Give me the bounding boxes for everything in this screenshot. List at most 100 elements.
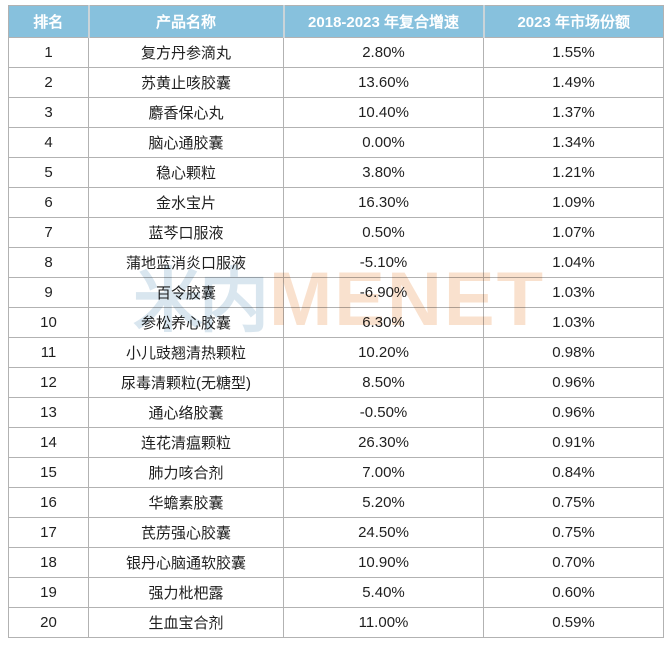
table-row: 12 尿毒清颗粒(无糖型) 8.50% 0.96% <box>8 367 664 398</box>
market-share-cell: 0.70% <box>483 547 664 578</box>
cagr-cell: -5.10% <box>283 247 484 278</box>
table-row: 13 通心络胶囊 -0.50% 0.96% <box>8 397 664 428</box>
cagr-cell: 26.30% <box>283 427 484 458</box>
rank-cell: 15 <box>8 457 89 488</box>
product-name-cell: 麝香保心丸 <box>88 97 284 128</box>
table-body: 1 复方丹参滴丸 2.80% 1.55% 2 苏黄止咳胶囊 13.60% 1.49% 3 麝香保心… <box>8 37 664 638</box>
rank-cell: 2 <box>8 67 89 98</box>
cagr-cell: 24.50% <box>283 517 484 548</box>
market-share-cell: 0.75% <box>483 487 664 518</box>
market-share-column-header: 2023 年市场份额 <box>482 5 664 38</box>
product-name-cell: 芪苈强心胶囊 <box>88 517 284 548</box>
product-name-cell: 连花清瘟颗粒 <box>88 427 284 458</box>
product-rank-table: 排名 产品名称 2018-2023 年复合增速 2023 年市场份额 1 复方丹参滴丸 2… <box>8 5 664 638</box>
cagr-cell: 6.30% <box>283 307 484 338</box>
product-name-cell: 通心络胶囊 <box>88 397 284 428</box>
table-row: 7 蓝芩口服液 0.50% 1.07% <box>8 217 664 248</box>
market-share-cell: 1.03% <box>483 277 664 308</box>
cagr-cell: 7.00% <box>283 457 484 488</box>
table-row: 10 参松养心胶囊 6.30% 1.03% <box>8 307 664 338</box>
market-share-cell: 1.49% <box>483 67 664 98</box>
table-row: 3 麝香保心丸 10.40% 1.37% <box>8 97 664 128</box>
rank-cell: 9 <box>8 277 89 308</box>
product-name-cell: 尿毒清颗粒(无糖型) <box>88 367 284 398</box>
rank-cell: 14 <box>8 427 89 458</box>
product-name-cell: 脑心通胶囊 <box>88 127 284 158</box>
product-name-cell: 银丹心脑通软胶囊 <box>88 547 284 578</box>
market-share-cell: 1.37% <box>483 97 664 128</box>
table-row: 1 复方丹参滴丸 2.80% 1.55% <box>8 37 664 68</box>
rank-cell: 16 <box>8 487 89 518</box>
cagr-cell: -0.50% <box>283 397 484 428</box>
cagr-column-header: 2018-2023 年复合增速 <box>282 5 484 38</box>
rank-cell: 5 <box>8 157 89 188</box>
product-name-cell: 复方丹参滴丸 <box>88 37 284 68</box>
market-share-cell: 1.07% <box>483 217 664 248</box>
product-name-cell: 生血宝合剂 <box>88 607 284 638</box>
rank-cell: 18 <box>8 547 89 578</box>
table-row: 11 小儿豉翘清热颗粒 10.20% 0.98% <box>8 337 664 368</box>
market-share-cell: 0.96% <box>483 367 664 398</box>
cagr-cell: 5.40% <box>283 577 484 608</box>
rank-cell: 8 <box>8 247 89 278</box>
rank-column-header: 排名 <box>8 5 89 38</box>
market-share-cell: 1.55% <box>483 37 664 68</box>
table-row: 16 华蟾素胶囊 5.20% 0.75% <box>8 487 664 518</box>
rank-cell: 3 <box>8 97 89 128</box>
rank-cell: 10 <box>8 307 89 338</box>
rank-cell: 13 <box>8 397 89 428</box>
cagr-cell: 11.00% <box>283 607 484 638</box>
product-name-cell: 参松养心胶囊 <box>88 307 284 338</box>
market-share-cell: 1.34% <box>483 127 664 158</box>
cagr-cell: 10.90% <box>283 547 484 578</box>
product-name-cell: 稳心颗粒 <box>88 157 284 188</box>
rank-cell: 1 <box>8 37 89 68</box>
cagr-cell: 8.50% <box>283 367 484 398</box>
rank-cell: 11 <box>8 337 89 368</box>
product-name-cell: 强力枇杷露 <box>88 577 284 608</box>
table-row: 19 强力枇杷露 5.40% 0.60% <box>8 577 664 608</box>
product-name-cell: 金水宝片 <box>88 187 284 218</box>
market-share-cell: 1.09% <box>483 187 664 218</box>
cagr-cell: -6.90% <box>283 277 484 308</box>
cagr-cell: 13.60% <box>283 67 484 98</box>
cagr-cell: 0.50% <box>283 217 484 248</box>
product-name-column-header: 产品名称 <box>87 5 284 38</box>
product-name-cell: 百令胶囊 <box>88 277 284 308</box>
market-share-cell: 0.59% <box>483 607 664 638</box>
table-row: 2 苏黄止咳胶囊 13.60% 1.49% <box>8 67 664 98</box>
table-row: 8 蒲地蓝消炎口服液 -5.10% 1.04% <box>8 247 664 278</box>
table-row: 4 脑心通胶囊 0.00% 1.34% <box>8 127 664 158</box>
table-row: 20 生血宝合剂 11.00% 0.59% <box>8 607 664 638</box>
rank-cell: 6 <box>8 187 89 218</box>
table-row: 14 连花清瘟颗粒 26.30% 0.91% <box>8 427 664 458</box>
table-row: 15 肺力咳合剂 7.00% 0.84% <box>8 457 664 488</box>
table-row: 6 金水宝片 16.30% 1.09% <box>8 187 664 218</box>
rank-cell: 19 <box>8 577 89 608</box>
table-row: 9 百令胶囊 -6.90% 1.03% <box>8 277 664 308</box>
product-name-cell: 苏黄止咳胶囊 <box>88 67 284 98</box>
rank-cell: 12 <box>8 367 89 398</box>
market-share-cell: 0.98% <box>483 337 664 368</box>
market-share-cell: 1.21% <box>483 157 664 188</box>
rank-cell: 7 <box>8 217 89 248</box>
table-row: 5 稳心颗粒 3.80% 1.21% <box>8 157 664 188</box>
product-name-cell: 蓝芩口服液 <box>88 217 284 248</box>
cagr-cell: 3.80% <box>283 157 484 188</box>
cagr-cell: 5.20% <box>283 487 484 518</box>
market-share-cell: 0.84% <box>483 457 664 488</box>
product-name-cell: 蒲地蓝消炎口服液 <box>88 247 284 278</box>
market-share-cell: 0.91% <box>483 427 664 458</box>
table-row: 17 芪苈强心胶囊 24.50% 0.75% <box>8 517 664 548</box>
rank-cell: 4 <box>8 127 89 158</box>
product-name-cell: 小儿豉翘清热颗粒 <box>88 337 284 368</box>
market-share-cell: 0.96% <box>483 397 664 428</box>
cagr-cell: 10.40% <box>283 97 484 128</box>
product-name-cell: 肺力咳合剂 <box>88 457 284 488</box>
cagr-cell: 0.00% <box>283 127 484 158</box>
cagr-cell: 10.20% <box>283 337 484 368</box>
product-name-cell: 华蟾素胶囊 <box>88 487 284 518</box>
market-share-cell: 1.04% <box>483 247 664 278</box>
table-row: 18 银丹心脑通软胶囊 10.90% 0.70% <box>8 547 664 578</box>
